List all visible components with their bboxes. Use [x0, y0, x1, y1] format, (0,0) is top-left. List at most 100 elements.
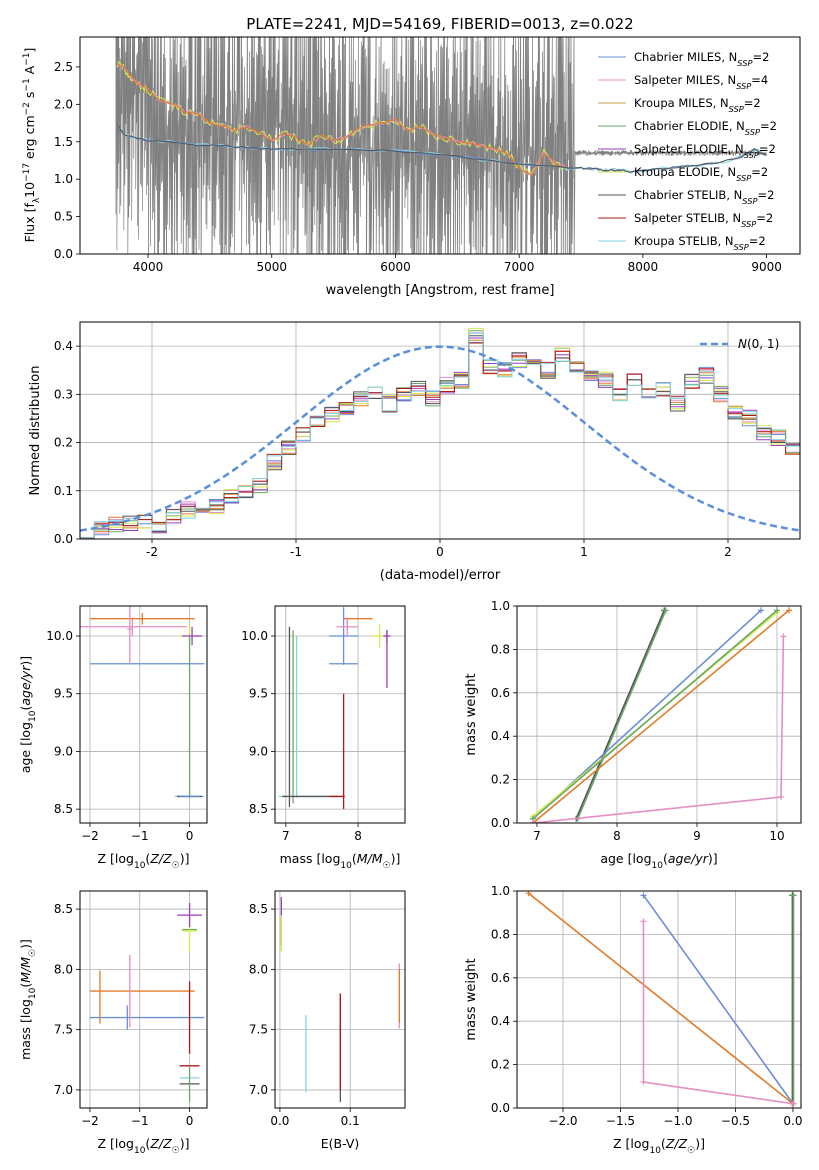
y-tick-label: 9.5: [54, 687, 73, 701]
y-tick-label: 0.8: [491, 927, 510, 941]
plus-marker: [774, 607, 780, 614]
x-tick-label: 0.0: [270, 1114, 289, 1128]
y-tick-label: 2.0: [54, 97, 73, 111]
axes-mass_vs_Z: [80, 891, 207, 1108]
x-tick-label: 8000: [628, 260, 659, 274]
y-tick-label: 0.6: [491, 971, 510, 985]
model-line-orange: [117, 63, 569, 177]
y-tick-label: 10.0: [46, 629, 73, 643]
y-tick-label: 0.4: [491, 729, 510, 743]
plot-area-mass_vs_Z: [89, 903, 205, 1102]
x-axis-label: Z [log10(Z/Z☉)]: [98, 851, 190, 871]
y-axis-label: age [log10(age/yr)]: [18, 656, 38, 773]
x-tick-label: 7: [533, 829, 541, 843]
axes-age_vs_mass: [275, 606, 405, 823]
x-axis-label: Z [log10(Z/Z☉)]: [613, 1136, 705, 1156]
residual-histogram: [80, 327, 800, 539]
plus-marker: [662, 607, 669, 614]
x-tick-label: 8: [354, 829, 362, 843]
legend-label: Salpeter ELODIE, NSSP=2: [634, 142, 776, 160]
plot-area-mass_vs_ebv: [280, 897, 401, 1102]
axes-frame-age_vs_Z: −2 −1 0 8.5 9.0 9.5 10.0 Z [log10(Z/Z☉)] age [lo…: [18, 605, 208, 871]
x-tick-label: 6000: [380, 260, 411, 274]
residual-histogram: [80, 330, 800, 539]
y-tick-label: 7.5: [249, 1023, 268, 1037]
mass-weight-line: [528, 892, 794, 1105]
x-axis-label: age [log10(age/yr)]: [600, 851, 717, 871]
y-tick-label: 7.0: [249, 1083, 268, 1097]
y-tick-label: 0.1: [54, 484, 73, 498]
mass-weight-line: [642, 894, 794, 1105]
spectrum-legend: Chabrier MILES, NSSP=2 Salpeter MILES, NS…: [598, 50, 777, 252]
axes-frame: [79, 890, 208, 1109]
figure-title: PLATE=2241, MJD=54169, FIBERID=0013, z=0…: [246, 15, 633, 33]
y-tick-label: 1.0: [491, 599, 510, 613]
axes-spectrum: [115, 37, 767, 254]
y-tick-label: 10.0: [241, 629, 268, 643]
x-tick-label: 5000: [256, 260, 287, 274]
y-tick-label: 0.2: [491, 1058, 510, 1072]
x-axis-label: wavelength [Angstrom, rest frame]: [326, 283, 555, 298]
y-axis-label: mass weight: [464, 958, 479, 1040]
y-axis-label: Flux [fλ10−17 erg cm−2 s−1 A−1]: [22, 48, 42, 243]
y-tick-label: 7.5: [54, 1023, 73, 1037]
y-tick-label: 1.5: [54, 135, 73, 149]
axes-frame: [516, 890, 802, 1109]
x-tick-label: −1: [131, 829, 149, 843]
x-tick-label: 0: [436, 545, 444, 559]
x-tick-label: 0.0: [783, 1114, 802, 1128]
x-axis-label: (data-model)/error: [380, 568, 501, 583]
x-tick-label: −1.5: [606, 1114, 635, 1128]
y-tick-label: 2.5: [54, 60, 73, 74]
plus-marker: [786, 607, 792, 614]
y-tick-label: 0.4: [491, 1014, 510, 1028]
y-axis-label: mass [log10(M/M☉)]: [18, 939, 38, 1060]
axes-frame-residuals: -2 -1 0 1 2 0.0 0.1 0.2 0.3 0.4 N(0, 1) (data-model…: [28, 321, 801, 583]
legend-label: Kroupa ELODIE, NSSP=2: [634, 165, 768, 183]
x-tick-label: −2: [81, 829, 99, 843]
y-axis-label: Normed distribution: [28, 366, 43, 496]
y-tick-label: 0.4: [54, 339, 73, 353]
y-tick-label: 8.5: [249, 902, 268, 916]
axes-frame: [516, 605, 802, 824]
axes-mass_vs_ebv: [275, 891, 405, 1108]
x-tick-label: 9000: [751, 260, 782, 274]
y-tick-label: 0.0: [54, 247, 73, 261]
y-tick-label: 8.5: [54, 902, 73, 916]
axes-massweight_vs_age: [517, 605, 801, 824]
x-tick-label: 7: [282, 829, 290, 843]
legend-label: Chabrier ELODIE, NSSP=2: [634, 119, 777, 137]
legend-label: Salpeter MILES, NSSP=4: [634, 73, 768, 91]
residual-histogram: [80, 342, 800, 539]
mass-weight-line: [575, 609, 665, 820]
observed-spectrum-line: [115, 37, 767, 254]
x-tick-label: −2.0: [548, 1114, 577, 1128]
plot-area-age_vs_mass: [278, 607, 391, 810]
x-tick-label: -2: [146, 545, 158, 559]
x-tick-label: -1: [290, 545, 302, 559]
axes-frame-massweight_vs_Z: −2.0 −1.5 −1.0 −0.5 0.0 0.0 0.2 0.4 0.6 0.8 1.0 Z […: [464, 884, 802, 1156]
x-axis-label: Z [log10(Z/Z☉)]: [98, 1136, 190, 1156]
legend-label: Salpeter STELIB, NSSP=2: [634, 211, 773, 229]
axes-frame-mass_vs_Z: −2 −1 0 7.0 7.5 8.0 8.5 Z [log10(Z/Z☉)] mass [lo…: [18, 890, 208, 1156]
normal-distribution-curve: [80, 345, 800, 532]
plus-marker: [530, 820, 536, 823]
y-tick-label: 0.6: [491, 686, 510, 700]
mass-weight-line: [577, 609, 667, 820]
x-tick-label: −0.5: [721, 1114, 750, 1128]
x-tick-label: 1: [580, 545, 588, 559]
legend-label: Chabrier MILES, NSSP=2: [634, 50, 769, 68]
plus-marker: [640, 892, 647, 899]
legend-label: Chabrier STELIB, NSSP=2: [634, 188, 774, 206]
y-tick-label: 8.5: [54, 802, 73, 816]
y-tick-label: 0.8: [491, 642, 510, 656]
y-tick-label: 9.5: [249, 687, 268, 701]
plus-marker: [789, 1100, 796, 1107]
x-tick-label: 0.1: [341, 1114, 360, 1128]
axes-frame: [79, 36, 801, 255]
plot-area-massweight_vs_Z: [525, 891, 797, 1107]
plot-area-age_vs_Z: [80, 606, 205, 798]
axes-frame: [79, 605, 208, 824]
x-tick-label: 2: [724, 545, 732, 559]
